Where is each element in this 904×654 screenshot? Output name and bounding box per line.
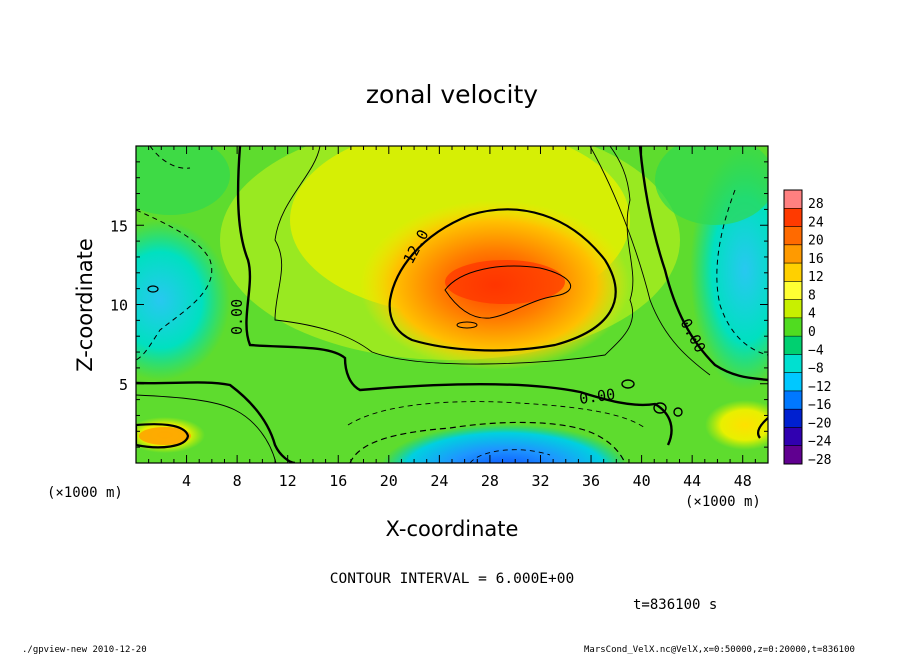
colorbar-label: −20 (808, 416, 831, 431)
x-tick-label: 12 (279, 472, 297, 490)
x-tick-label: 32 (531, 472, 549, 490)
y-tick-label: 10 (110, 297, 128, 315)
colorbar-swatch (784, 354, 802, 374)
colorbar-label: 0 (808, 325, 816, 340)
field-bottomright-warm (705, 400, 768, 450)
x-tick-label: 40 (633, 472, 651, 490)
colorbar-swatch (784, 281, 802, 301)
colorbar-label: 24 (808, 215, 824, 230)
zero-contour-right (638, 146, 768, 382)
colorbar-label: 12 (808, 270, 824, 285)
x-tick-label: 48 (734, 472, 752, 490)
field-left-cyan (136, 220, 230, 380)
x-tick-label: 36 (582, 472, 600, 490)
colorbar-swatch (784, 226, 802, 246)
x-tick-label: 16 (329, 472, 347, 490)
contour-label-zero-left: 0.00 (228, 299, 246, 335)
colorbar-swatch (784, 263, 802, 282)
contour-6-right (589, 146, 711, 376)
x-axis: 4 8 12 16 20 24 28 32 36 40 44 48 (148, 146, 756, 490)
contour-islet-3 (673, 407, 683, 417)
colorbar-swatch (784, 427, 802, 447)
x-axis-label: X-coordinate (386, 517, 519, 541)
contour-neg12-bottom (469, 449, 551, 463)
colorbar-label: 28 (808, 197, 824, 212)
contour-6-upper (274, 146, 634, 365)
x-tick-label: 4 (182, 472, 191, 490)
colorbar-label: −12 (808, 380, 831, 395)
colorbar-label: −16 (808, 398, 831, 413)
chart-title: zonal velocity (366, 80, 538, 109)
plot-area: 12.0 0.00 0.00 0.00 (136, 146, 768, 463)
field-bottom-blue (380, 415, 630, 463)
contour-18-islet (456, 321, 478, 329)
contour-islet-1 (621, 379, 635, 389)
y-tick-label: 5 (119, 376, 128, 394)
colorbar-swatch (784, 208, 802, 228)
x-tick-label: 24 (430, 472, 448, 490)
colorbar-swatch (784, 317, 802, 337)
colorbar-swatch (784, 445, 802, 465)
colorbar-label: −4 (808, 343, 824, 358)
colorbar: 28 24 20 16 12 8 4 0 −4 −8 −12 −16 −20 −24 −28 (783, 189, 832, 468)
y-axis: 5 10 15 (110, 161, 768, 448)
field-topright-green (655, 146, 768, 225)
field-bottomleft-orange (139, 427, 191, 445)
colorbar-swatch (784, 390, 802, 410)
x-tick-label: 20 (380, 472, 398, 490)
colorbar-label: −28 (808, 453, 831, 468)
contour-interval: CONTOUR INTERVAL = 6.000E+00 (330, 571, 574, 587)
x-tick-label: 8 (233, 472, 242, 490)
colorbar-swatch (784, 336, 802, 355)
contour-neg6-topleft (149, 146, 191, 169)
contour-label-zero-bottom: 0.00 (578, 385, 616, 408)
colorbar-label: −24 (808, 435, 832, 450)
contour-18 (444, 265, 572, 319)
contour-neg6-bottom-outer (347, 401, 646, 429)
zero-contour-blob (136, 423, 190, 449)
colorbar-swatch (784, 299, 802, 319)
colorbar-swatch (784, 244, 802, 264)
contour-neg6-right (716, 189, 768, 356)
colorbar-swatch (784, 372, 802, 392)
x-tick-label: 28 (481, 472, 499, 490)
x-units-right: (×1000 m) (685, 494, 761, 510)
zero-contour-left (236, 146, 673, 446)
contour-islet-4 (147, 285, 159, 293)
colorbar-label: 16 (808, 252, 824, 267)
y-tick-label: 15 (110, 217, 128, 235)
colorbar-swatch (784, 409, 802, 428)
colorbar-label: 20 (808, 234, 824, 249)
footer-source: MarsCond_VelX.nc@VelX,x=0:50000,z=0:2000… (584, 645, 855, 654)
contour-neg6-left (136, 209, 213, 361)
field-topleft-green (136, 146, 230, 215)
contour-12 (388, 208, 617, 352)
zero-contour-bottomright (756, 417, 768, 439)
contour-islet-2 (653, 402, 667, 414)
colorbar-label: 8 (808, 288, 816, 303)
colorbar-label: −8 (808, 362, 824, 377)
footer-program: ./gpview-new 2010-12-20 (22, 645, 147, 654)
colorbar-swatch (784, 190, 802, 209)
zero-contour-bottomleft (136, 381, 296, 463)
time-stamp: t=836100 s (633, 597, 717, 613)
contour-neg6-bottom (349, 421, 626, 463)
x-units-left: (×1000 m) (47, 485, 123, 501)
x-tick-label: 44 (683, 472, 701, 490)
colorbar-label: 4 (808, 307, 816, 322)
y-axis-label: Z-coordinate (73, 238, 97, 372)
contour-6-lower (136, 394, 277, 463)
